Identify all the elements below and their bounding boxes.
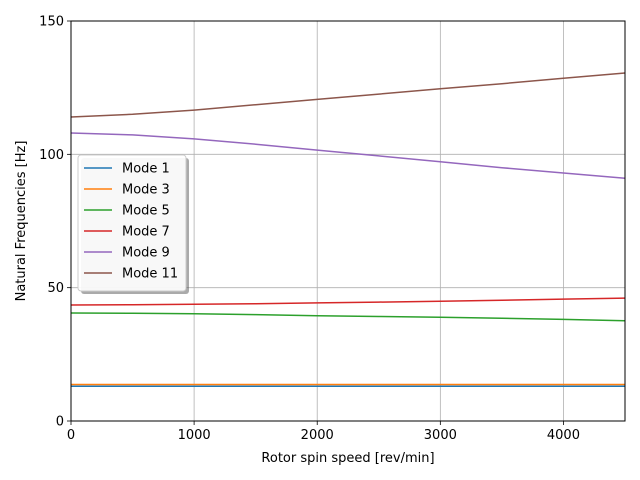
series-lines xyxy=(70,72,626,388)
x-tick-label: 0 xyxy=(67,428,75,443)
y-tick-label: 100 xyxy=(39,148,64,163)
series-line-mode-9 xyxy=(70,132,626,180)
legend-label: Mode 1 xyxy=(122,162,170,177)
series-line-mode-5 xyxy=(70,312,626,322)
legend: Mode 1 Mode 3 Mode 5 Mode 7 Mode 9 Mode 11 xyxy=(77,154,189,294)
x-axis-label: Rotor spin speed [rev/min] xyxy=(261,451,434,466)
legend-label: Mode 5 xyxy=(122,204,170,219)
legend-label: Mode 9 xyxy=(122,246,170,261)
y-axis-label: Natural Frequencies [Hz] xyxy=(14,141,29,302)
y-tick-label: 0 xyxy=(56,415,64,430)
series-line-mode-11 xyxy=(70,72,626,118)
x-tick-label: 3000 xyxy=(424,428,457,443)
series-line-mode-7 xyxy=(70,297,626,306)
y-tick-label: 50 xyxy=(47,281,64,296)
plot-frame xyxy=(70,20,626,422)
y-tick-label: 150 xyxy=(39,15,64,30)
legend-label: Mode 11 xyxy=(122,267,178,282)
legend-label: Mode 3 xyxy=(122,183,170,198)
y-axis-ticks: 0 50 100 150 xyxy=(39,15,71,430)
x-tick-label: 4000 xyxy=(547,428,580,443)
x-tick-label: 1000 xyxy=(178,428,211,443)
x-axis-ticks: 0 1000 2000 3000 4000 xyxy=(67,421,580,443)
x-tick-label: 2000 xyxy=(301,428,334,443)
legend-label: Mode 7 xyxy=(122,225,170,240)
